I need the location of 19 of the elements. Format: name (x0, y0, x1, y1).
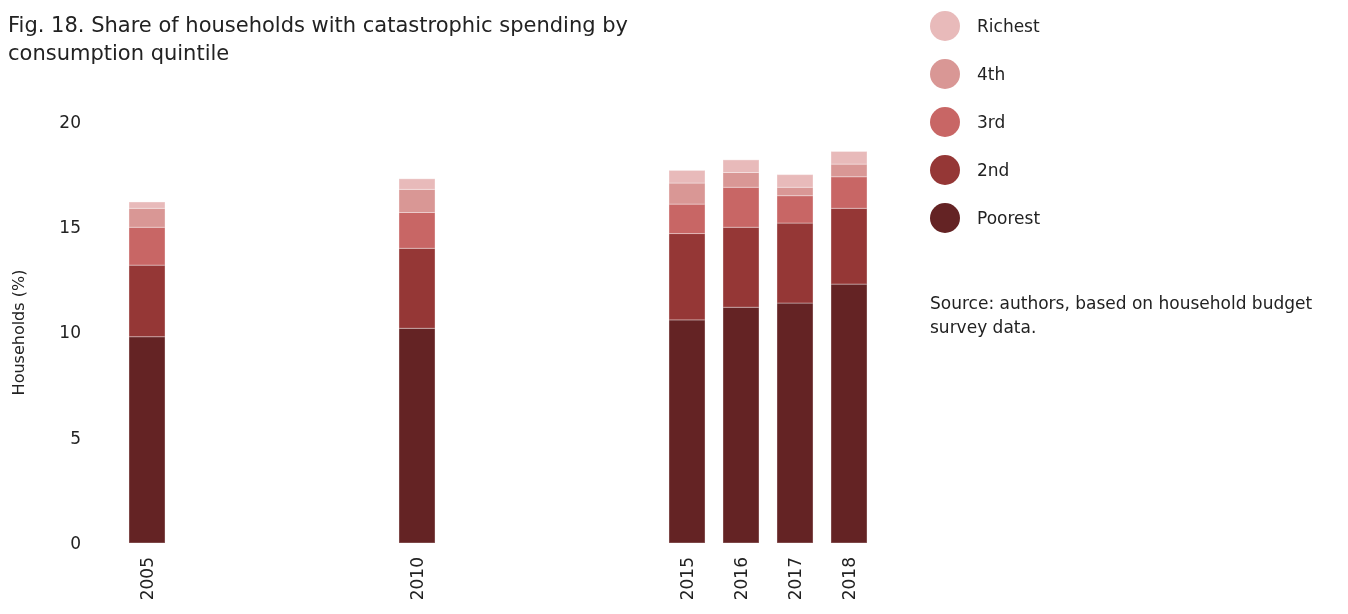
chart-title: Fig. 18. Share of households with catastrophic spending by consumption quintile (8, 13, 628, 65)
legend-label: 4th (977, 63, 1006, 84)
source-note: Source: authors, based on household budget survey data. (930, 293, 1313, 337)
y-tick-label: 5 (70, 427, 81, 448)
x-tick-label: 2018 (838, 557, 859, 601)
y-tick-label: 15 (59, 217, 81, 238)
y-tick-label: 10 (59, 322, 81, 343)
y-tick-label: 20 (59, 111, 81, 132)
y-axis-title: Households (%) (9, 269, 28, 396)
legend-label: Poorest (977, 207, 1041, 228)
legend-label: Richest (977, 15, 1040, 36)
x-tick-label: 2016 (730, 557, 751, 601)
x-tick-label: 2005 (136, 557, 157, 601)
x-tick-label: 2010 (406, 557, 427, 601)
x-tick-label: 2015 (676, 557, 697, 601)
legend-label: 2nd (977, 159, 1010, 180)
y-tick-label: 0 (70, 532, 81, 553)
x-tick-label: 2017 (784, 557, 805, 601)
legend-label: 3rd (977, 111, 1006, 132)
